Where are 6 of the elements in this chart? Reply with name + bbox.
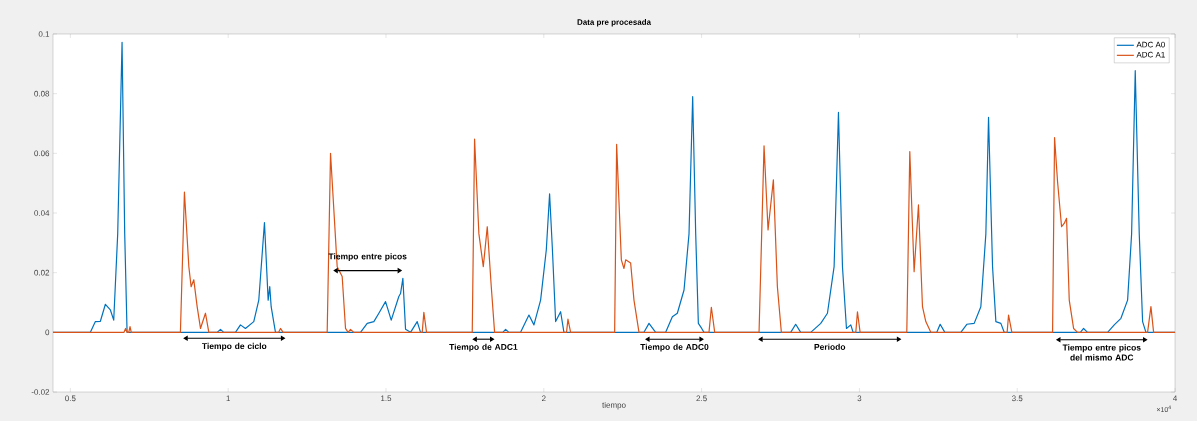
line-series (52, 136, 1176, 333)
annotation: Tiempo de ADC1 (449, 343, 518, 352)
annotation: Tiempo de ADC0 (640, 343, 709, 352)
annotation: Tiempo entre picos del mismo ADC (1062, 344, 1141, 361)
annotation: Periodo (814, 343, 846, 350)
annotation: Tiempo de ciclo (202, 342, 267, 351)
